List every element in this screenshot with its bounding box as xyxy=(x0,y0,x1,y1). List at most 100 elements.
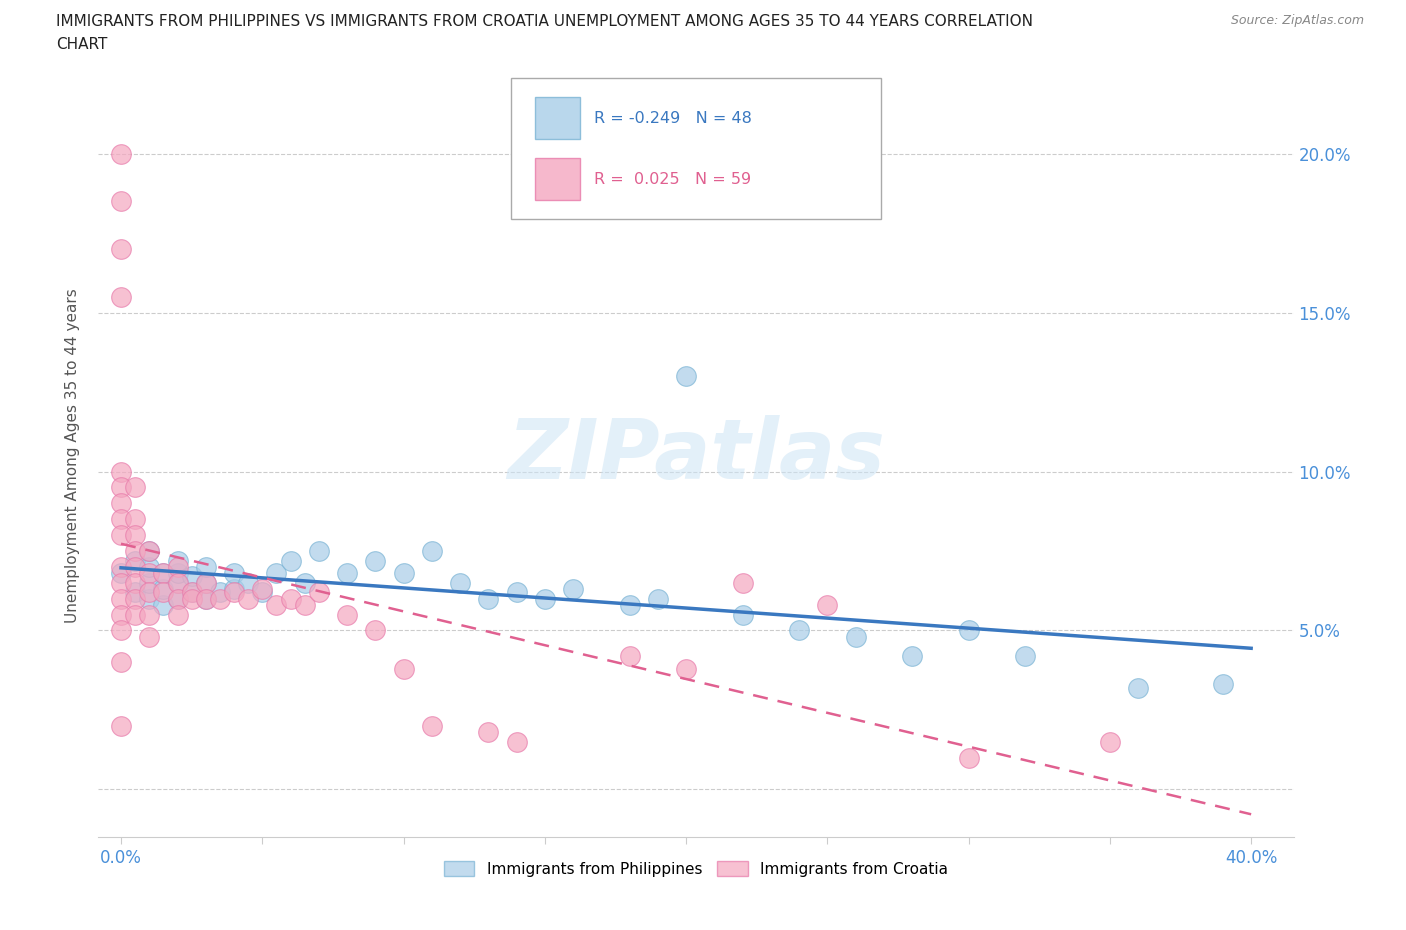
Point xyxy=(731,576,754,591)
Point xyxy=(364,553,387,568)
Point xyxy=(138,543,160,558)
Point xyxy=(420,718,443,733)
Point xyxy=(505,735,527,750)
Point xyxy=(138,607,160,622)
Point xyxy=(152,582,174,597)
FancyBboxPatch shape xyxy=(534,98,581,140)
Text: CHART: CHART xyxy=(56,37,108,52)
Point xyxy=(675,369,697,384)
Point xyxy=(180,585,202,600)
Point xyxy=(166,591,188,606)
Point xyxy=(166,565,188,580)
Point xyxy=(392,565,415,580)
Point xyxy=(308,543,330,558)
Point xyxy=(110,480,132,495)
Point xyxy=(194,591,217,606)
Point xyxy=(124,543,146,558)
Point xyxy=(194,591,217,606)
Point xyxy=(222,582,245,597)
Point xyxy=(110,591,132,606)
Point xyxy=(1014,648,1036,663)
Point xyxy=(110,242,132,257)
Text: IMMIGRANTS FROM PHILIPPINES VS IMMIGRANTS FROM CROATIA UNEMPLOYMENT AMONG AGES 3: IMMIGRANTS FROM PHILIPPINES VS IMMIGRANT… xyxy=(56,14,1033,29)
Point xyxy=(619,648,641,663)
Text: ZIPatlas: ZIPatlas xyxy=(508,415,884,497)
Point xyxy=(110,655,132,670)
Text: Source: ZipAtlas.com: Source: ZipAtlas.com xyxy=(1230,14,1364,27)
Point xyxy=(124,527,146,542)
Point xyxy=(138,565,160,580)
Point xyxy=(110,464,132,479)
Point xyxy=(308,585,330,600)
Point xyxy=(110,718,132,733)
Point xyxy=(138,543,160,558)
Point xyxy=(166,576,188,591)
Point xyxy=(180,569,202,584)
Y-axis label: Unemployment Among Ages 35 to 44 years: Unemployment Among Ages 35 to 44 years xyxy=(65,288,80,623)
Point xyxy=(166,607,188,622)
Point xyxy=(124,585,146,600)
Point xyxy=(845,630,868,644)
Point xyxy=(957,751,980,765)
Point xyxy=(166,553,188,568)
Point xyxy=(266,565,288,580)
Point xyxy=(180,591,202,606)
Point xyxy=(138,560,160,575)
Point xyxy=(124,591,146,606)
Point xyxy=(194,560,217,575)
Point xyxy=(110,527,132,542)
Point xyxy=(166,560,188,575)
Point xyxy=(901,648,924,663)
Point xyxy=(222,585,245,600)
Point xyxy=(266,598,288,613)
Point xyxy=(280,553,302,568)
Point xyxy=(110,496,132,511)
Point xyxy=(533,591,555,606)
Point xyxy=(208,591,231,606)
Point xyxy=(252,582,274,597)
Point xyxy=(110,194,132,209)
Point xyxy=(392,661,415,676)
Point xyxy=(449,576,471,591)
Point xyxy=(138,630,160,644)
Point xyxy=(110,512,132,526)
Point xyxy=(152,565,174,580)
Point xyxy=(420,543,443,558)
Point xyxy=(180,585,202,600)
Point xyxy=(124,512,146,526)
Point xyxy=(294,576,316,591)
Point xyxy=(336,565,359,580)
Point xyxy=(675,661,697,676)
Point xyxy=(110,560,132,575)
Point xyxy=(110,289,132,304)
Text: R =  0.025   N = 59: R = 0.025 N = 59 xyxy=(595,172,752,187)
Point xyxy=(124,607,146,622)
Point xyxy=(364,623,387,638)
Point xyxy=(138,591,160,606)
FancyBboxPatch shape xyxy=(534,158,581,200)
Point xyxy=(787,623,810,638)
Point xyxy=(619,598,641,613)
Point xyxy=(1212,677,1234,692)
Point xyxy=(138,576,160,591)
Point xyxy=(124,553,146,568)
Point xyxy=(280,591,302,606)
Point xyxy=(731,607,754,622)
Point xyxy=(110,623,132,638)
Point xyxy=(152,585,174,600)
Point xyxy=(238,591,260,606)
Point xyxy=(815,598,838,613)
Point xyxy=(957,623,980,638)
Point xyxy=(138,585,160,600)
Point xyxy=(194,576,217,591)
Point xyxy=(110,607,132,622)
Text: R = -0.249   N = 48: R = -0.249 N = 48 xyxy=(595,111,752,126)
Point xyxy=(477,724,499,739)
Point xyxy=(194,576,217,591)
Point xyxy=(208,585,231,600)
Point xyxy=(562,582,585,597)
Point xyxy=(166,591,188,606)
Point xyxy=(124,560,146,575)
Point xyxy=(336,607,359,622)
Point xyxy=(1126,680,1149,695)
